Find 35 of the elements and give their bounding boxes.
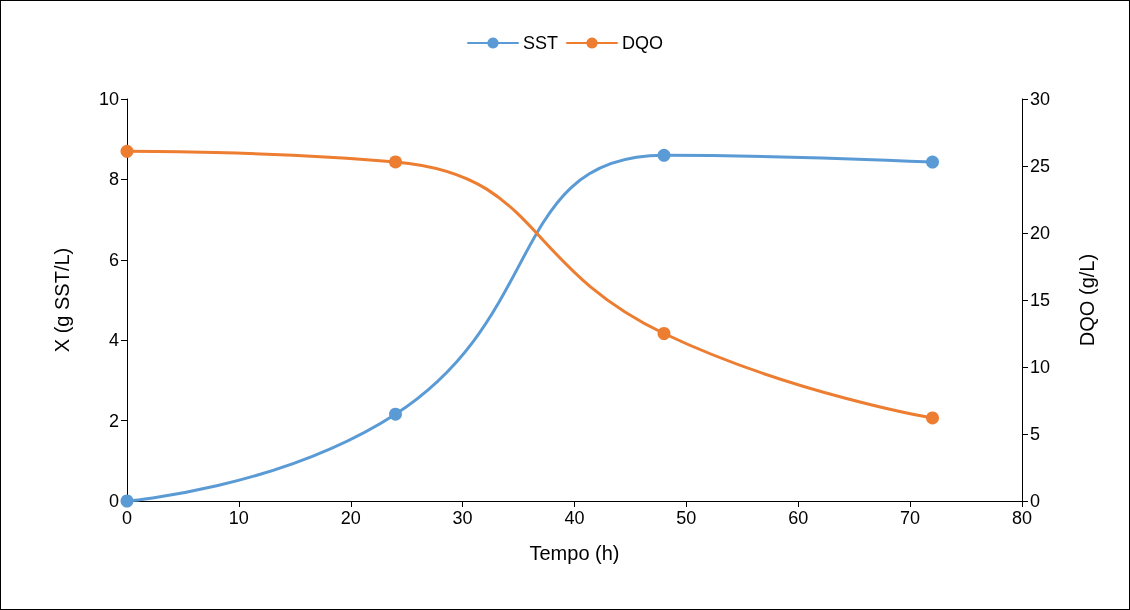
y-tick-label: 8 <box>108 169 119 190</box>
y2-axis-title: DQO (g/L) <box>1076 253 1098 347</box>
x-tick-label: 20 <box>340 508 361 528</box>
y2-tick-label: 5 <box>1030 424 1041 444</box>
point <box>926 155 939 169</box>
point <box>120 494 134 508</box>
point <box>926 411 939 425</box>
y2-tick-label: 10 <box>1030 357 1051 377</box>
x-tick-label: 0 <box>121 508 133 528</box>
y-tick-label: 2 <box>108 410 119 431</box>
y-tick-label: 0 <box>108 491 119 511</box>
y-tick-label: 6 <box>108 249 119 270</box>
y-tick-label: 10 <box>98 89 119 109</box>
point <box>389 407 402 421</box>
y2-tick-label: 30 <box>1030 89 1051 109</box>
point <box>657 148 671 162</box>
legend-label: DQO <box>622 33 664 53</box>
point <box>120 144 134 158</box>
point <box>389 155 402 169</box>
point <box>657 327 671 340</box>
x-tick-label: 30 <box>452 508 473 528</box>
y-tick-label: 4 <box>108 330 119 351</box>
x-tick-label: 70 <box>900 508 921 528</box>
x-tick-label: 60 <box>788 508 809 528</box>
legend-label: SST <box>523 33 559 53</box>
x-axis-title: Tempo (h) <box>529 542 620 564</box>
y2-tick-label: 25 <box>1030 156 1051 176</box>
x-tick-label: 40 <box>564 508 585 528</box>
y-axis-title: X (g SST/L) <box>51 247 73 353</box>
x-tick-label: 50 <box>676 508 697 528</box>
y2-tick-label: 15 <box>1030 290 1051 310</box>
y2-tick-label: 20 <box>1030 223 1051 243</box>
y2-tick-label: 0 <box>1030 491 1041 511</box>
x-tick-label: 10 <box>228 508 249 528</box>
x-tick-label: 80 <box>1011 508 1033 528</box>
